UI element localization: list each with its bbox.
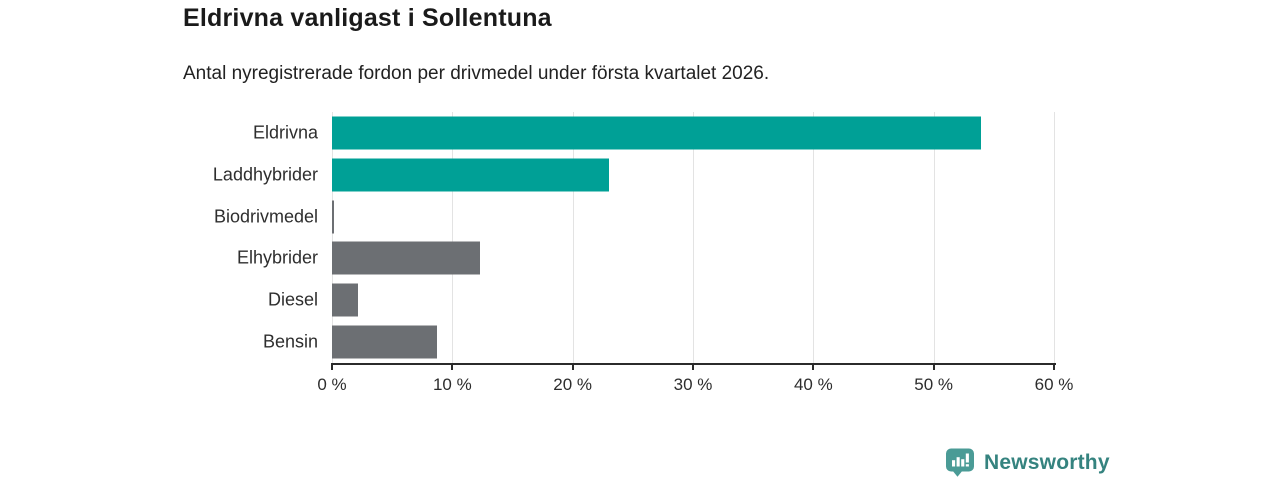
axis-tick (812, 363, 815, 370)
newsworthy-logo[interactable]: Newsworthy (944, 447, 1110, 478)
category-label: Elhybrider (236, 247, 318, 268)
gridline (693, 112, 694, 363)
axis-tick-label: 40 % (793, 375, 833, 394)
axis-tick-label: 10 % (432, 375, 472, 394)
gridline (1054, 112, 1055, 363)
bar-row: Elhybrider (237, 238, 1054, 280)
category-label: Laddhybrider (212, 164, 318, 185)
newsworthy-logo-icon (946, 448, 974, 477)
axis-tick (1053, 363, 1055, 370)
category-label: Biodrivmedel (213, 206, 318, 227)
axis-tick-label: 0 % (317, 375, 347, 394)
category-label: Bensin (262, 331, 318, 352)
bar-row: Diesel (268, 279, 1054, 321)
axis-tick (331, 363, 333, 370)
gridline (933, 112, 935, 363)
bar-row: Laddhybrider (213, 154, 1054, 196)
axis-tick-label: 30 % (673, 375, 713, 394)
category-label: Diesel (267, 289, 318, 310)
newsworthy-logo-text: Newsworthy (984, 450, 1110, 474)
bar-row: Eldrivna (253, 112, 1054, 154)
axis-tick (932, 363, 935, 370)
gridline (452, 112, 454, 363)
bar-row: Bensin (263, 321, 1054, 363)
axis-tick (451, 363, 454, 370)
gridline (332, 112, 333, 363)
chart-subtitle: Antal nyregistrerade fordon per drivmede… (183, 63, 770, 84)
axis-tick-label: 50 % (914, 375, 954, 394)
gridline (813, 112, 815, 363)
bar (332, 241, 480, 275)
bar (332, 158, 609, 192)
axis-tick (692, 363, 694, 370)
category-label: Eldrivna (252, 122, 318, 143)
bar (332, 283, 359, 317)
chart-title: Eldrivna vanligast i Sollentuna (183, 4, 552, 32)
axis-tick (571, 363, 574, 370)
gridline (572, 112, 574, 363)
bar-row: Biodrivmedel (214, 196, 1054, 238)
bar (332, 325, 437, 359)
axis-tick-label: 60 % (1034, 375, 1074, 394)
axis-tick-label: 20 % (553, 375, 593, 394)
bar (332, 200, 335, 234)
bar-chart-plot: Eldrivna Laddhybrider Biodrivmedel Elhybrid… (213, 112, 1073, 394)
bar (332, 116, 981, 150)
